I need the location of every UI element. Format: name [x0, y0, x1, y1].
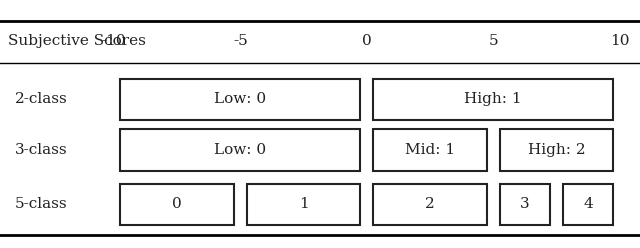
Text: 3: 3: [520, 197, 530, 211]
Bar: [373, 79, 613, 120]
Text: High: 1: High: 1: [465, 92, 522, 106]
Bar: [500, 184, 550, 225]
Text: Low: 0: Low: 0: [214, 92, 266, 106]
Bar: [120, 184, 234, 225]
Text: 2-class: 2-class: [15, 92, 68, 106]
Bar: [120, 129, 360, 171]
Text: 4: 4: [583, 197, 593, 211]
Text: 5-class: 5-class: [15, 197, 68, 211]
Bar: [500, 129, 613, 171]
Bar: [246, 184, 360, 225]
Text: Mid: 1: Mid: 1: [405, 143, 455, 157]
Text: 2: 2: [425, 197, 435, 211]
Text: -10: -10: [102, 34, 126, 48]
Bar: [563, 184, 613, 225]
Bar: [373, 184, 487, 225]
Text: Subjective Scores: Subjective Scores: [8, 34, 145, 48]
Text: -5: -5: [233, 34, 248, 48]
Text: 0: 0: [172, 197, 182, 211]
Text: High: 2: High: 2: [528, 143, 586, 157]
Text: 10: 10: [610, 34, 630, 48]
Text: 3-class: 3-class: [15, 143, 68, 157]
Text: 0: 0: [362, 34, 372, 48]
Bar: [120, 79, 360, 120]
Text: Low: 0: Low: 0: [214, 143, 266, 157]
Bar: [373, 129, 487, 171]
Text: 1: 1: [299, 197, 308, 211]
Text: 5: 5: [488, 34, 498, 48]
